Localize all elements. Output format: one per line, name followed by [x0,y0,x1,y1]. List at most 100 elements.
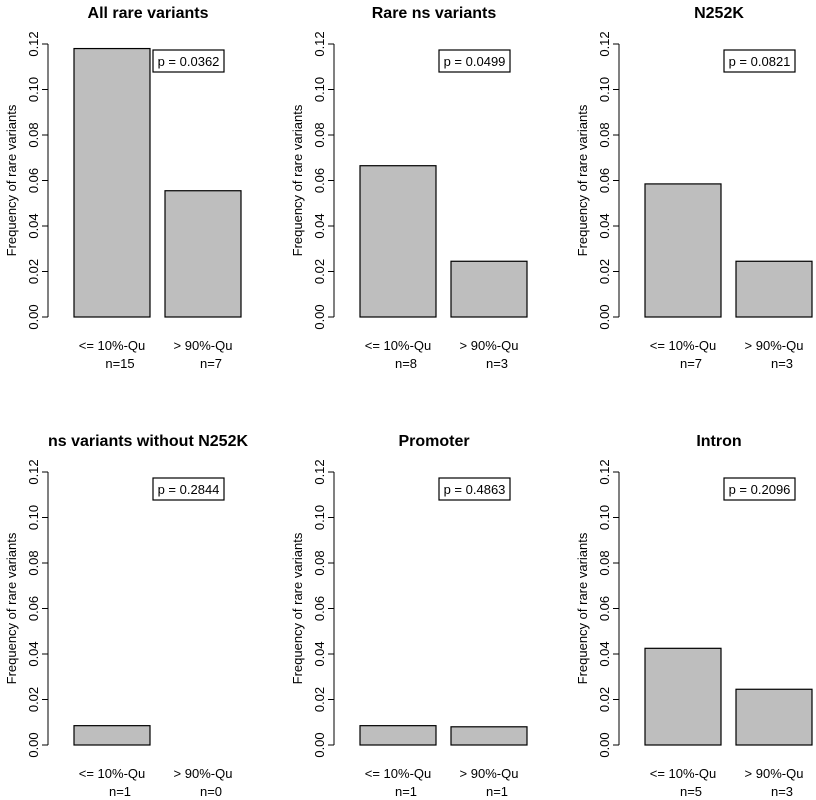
y-tick-label: 0.04 [312,641,327,666]
bar-2 [450,260,528,318]
chart-title: Intron [696,433,741,450]
y-tick-label: 0.08 [597,550,612,575]
category-label: > 90%-Qu [174,766,233,781]
chart-panel-6: Intron Frequency of rare variants 0.00 0.02… [575,433,813,799]
y-tick-label: 0.08 [26,550,41,575]
chart-panel-2: Rare ns variants Frequency of rare varian… [290,5,528,371]
y-tick-label: 0.06 [597,596,612,621]
category-label: > 90%-Qu [460,338,519,353]
y-tick-label: 0.12 [597,459,612,484]
category-label: <= 10%-Qu [79,766,146,781]
bar-2 [735,688,813,746]
category-label: > 90%-Qu [745,766,804,781]
bar-1 [73,47,151,318]
p-value-label: p = 0.2844 [158,482,220,497]
count-label: n=1 [109,784,131,799]
count-label: n=1 [486,784,508,799]
p-value-label: p = 0.0499 [444,54,506,69]
y-tick-label: 0.00 [597,304,612,329]
y-tick-label: 0.08 [312,550,327,575]
count-label: n=7 [200,356,222,371]
y-axis-label: Frequency of rare variants [575,104,590,256]
p-value-box [438,49,511,73]
category-label: > 90%-Qu [174,338,233,353]
y-tick-label: 0.04 [26,213,41,238]
count-label: n=3 [771,784,793,799]
bar-1 [359,165,437,318]
p-value-box [438,477,511,501]
y-tick-label: 0.02 [26,259,41,284]
y-tick-label: 0.02 [597,259,612,284]
y-tick-label: 0.00 [312,732,327,757]
count-label: n=3 [771,356,793,371]
p-value-label: p = 0.2096 [729,482,791,497]
y-tick-label: 0.06 [312,168,327,193]
y-tick-label: 0.00 [312,304,327,329]
chart-title: All rare variants [88,5,209,22]
category-label: <= 10%-Qu [650,338,717,353]
bar-1 [644,647,722,746]
chart-title: N252K [694,5,744,22]
y-axis-label: Frequency of rare variants [290,104,305,256]
y-tick-label: 0.08 [597,122,612,147]
y-tick-label: 0.02 [597,687,612,712]
count-label: n=0 [200,784,222,799]
category-label: > 90%-Qu [745,338,804,353]
y-tick-label: 0.04 [597,213,612,238]
y-tick-label: 0.10 [597,505,612,530]
p-value-box [152,49,225,73]
y-tick-label: 0.12 [26,459,41,484]
y-tick-label: 0.02 [312,259,327,284]
y-tick-label: 0.06 [26,168,41,193]
bar-2 [735,260,813,318]
y-tick-label: 0.00 [597,732,612,757]
y-tick-label: 0.04 [597,641,612,666]
bar-1 [73,725,151,746]
y-tick-label: 0.10 [312,505,327,530]
category-label: > 90%-Qu [460,766,519,781]
chart-panel-4: ns variants without N252K Frequency of ra… [4,433,248,799]
chart-title: Promoter [398,433,469,450]
y-tick-label: 0.10 [312,77,327,102]
p-value-label: p = 0.4863 [444,482,506,497]
y-tick-label: 0.12 [312,459,327,484]
chart-panel-3: N252K Frequency of rare variants 0.00 0.02 0… [575,5,813,371]
y-tick-label: 0.10 [26,505,41,530]
y-tick-label: 0.04 [312,213,327,238]
y-tick-label: 0.08 [312,122,327,147]
y-tick-label: 0.12 [26,31,41,56]
y-tick-label: 0.00 [26,732,41,757]
category-label: <= 10%-Qu [365,338,432,353]
y-axis-label: Frequency of rare variants [4,532,19,684]
y-tick-label: 0.02 [312,687,327,712]
count-label: n=7 [680,356,702,371]
p-value-label: p = 0.0821 [729,54,791,69]
count-label: n=5 [680,784,702,799]
y-tick-label: 0.06 [597,168,612,193]
y-tick-label: 0.00 [26,304,41,329]
y-tick-label: 0.12 [312,31,327,56]
y-tick-label: 0.12 [597,31,612,56]
count-label: n=15 [105,356,134,371]
chart-panel-1: All rare variants Frequency of rare varia… [4,5,242,371]
p-value-box [152,477,225,501]
p-value-label: p = 0.0362 [158,54,220,69]
bar-2 [450,726,528,746]
y-axis-label: Frequency of rare variants [575,532,590,684]
y-tick-label: 0.06 [26,596,41,621]
y-tick-label: 0.02 [26,687,41,712]
count-label: n=8 [395,356,417,371]
y-tick-label: 0.04 [26,641,41,666]
bar-1 [644,183,722,318]
category-label: <= 10%-Qu [365,766,432,781]
chart-title: ns variants without N252K [48,433,248,450]
p-value-box [723,477,796,501]
chart-panel-5: Promoter Frequency of rare variants 0.00 0.… [290,433,528,799]
chart-title: Rare ns variants [372,5,497,22]
y-tick-label: 0.10 [26,77,41,102]
category-label: <= 10%-Qu [650,766,717,781]
y-axis-label: Frequency of rare variants [4,104,19,256]
y-tick-label: 0.06 [312,596,327,621]
y-axis-label: Frequency of rare variants [290,532,305,684]
